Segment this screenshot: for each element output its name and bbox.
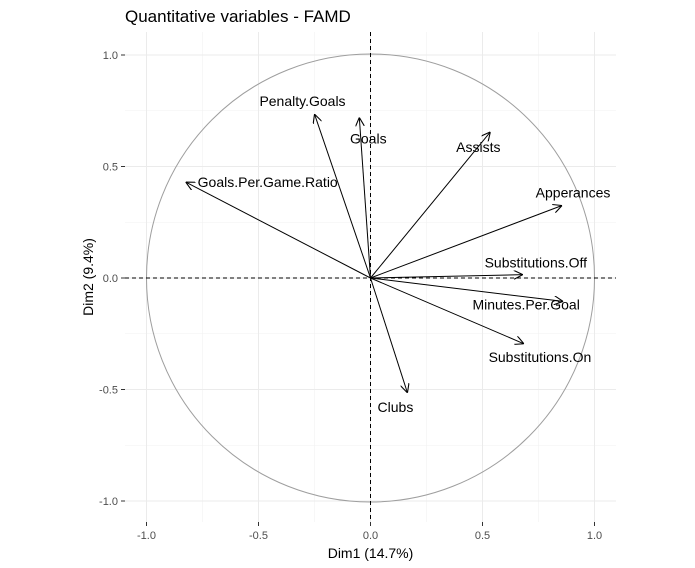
x-tick-label: 0.5 (475, 530, 490, 542)
y-tick-label: 0.0 (103, 273, 118, 285)
y-tick-label: -0.5 (99, 385, 118, 397)
arrow-clubs (370, 277, 408, 393)
label-substitutions-on: Substitutions.On (489, 349, 592, 365)
x-axis-title: Dim1 (14.7%) (328, 545, 414, 561)
label-goals-per-game-ratio: Goals.Per.Game.Ratio (198, 174, 338, 190)
variable-labels: Penalty.Goals Goals Assists Goals.Per.Game.… (198, 93, 611, 415)
y-tick-label: 1.0 (103, 50, 118, 62)
label-goals: Goals (350, 130, 387, 146)
label-substitutions-off: Substitutions.Off (485, 255, 588, 271)
arrow-goals (359, 117, 371, 279)
variable-arrows (186, 114, 563, 393)
arrow-minutes-per-goal (370, 277, 564, 301)
arrow-substitutions-off (370, 275, 523, 278)
label-assists: Assists (456, 139, 500, 155)
chart-title: Quantitative variables - FAMD (125, 7, 351, 26)
y-axis: -1.0 -0.5 0.0 0.5 1.0 (99, 50, 125, 508)
label-minutes-per-goal: Minutes.Per.Goal (472, 296, 579, 312)
arrow-assists (370, 132, 491, 279)
x-tick-label: -0.5 (249, 530, 268, 542)
x-axis: -1.0 -0.5 0.0 0.5 1.0 (137, 522, 602, 542)
label-clubs: Clubs (378, 399, 414, 415)
y-tick-label: -1.0 (99, 496, 118, 508)
arrow-substitutions-on (370, 277, 524, 344)
x-tick-label: 0.0 (363, 530, 378, 542)
label-apperances: Apperances (536, 185, 611, 201)
x-tick-label: -1.0 (137, 530, 156, 542)
y-axis-title: Dim2 (9.4%) (80, 238, 96, 316)
arrow-apperances (370, 206, 563, 279)
arrow-goals-per-game-ratio (186, 182, 371, 279)
label-penalty-goals: Penalty.Goals (259, 93, 345, 109)
arrow-penalty-goals (315, 114, 371, 279)
x-tick-label: 1.0 (587, 530, 602, 542)
y-tick-label: 0.5 (103, 162, 118, 174)
